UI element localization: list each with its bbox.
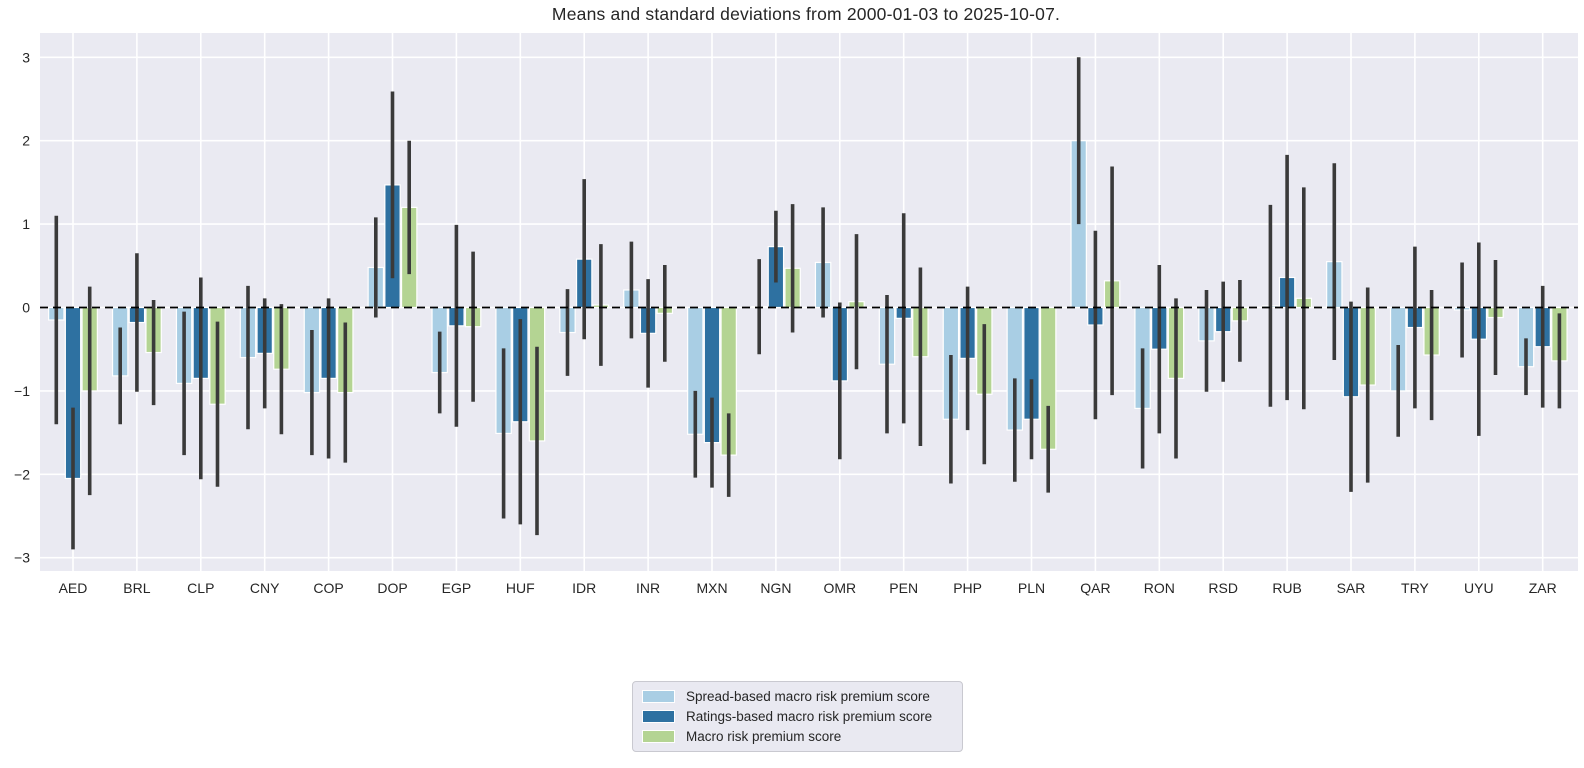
x-tick-label: PLN [1018,580,1045,596]
x-tick-label: COP [313,580,343,596]
x-tick-label: TRY [1401,580,1429,596]
x-tick-label: MXN [696,580,727,596]
y-tick-label: 1 [22,216,30,232]
legend-label-spread: Spread-based macro risk premium score [686,689,930,704]
x-tick-label: PHP [953,580,982,596]
x-tick-label: IDR [572,580,596,596]
legend-label-ratings: Ratings-based macro risk premium score [686,709,933,724]
x-tick-label: AED [59,580,88,596]
x-tick-label: QAR [1080,580,1110,596]
x-tick-label: UYU [1464,580,1494,596]
bar-chart: 3 2 1 0 −1 −2 −3 AED BRL CLP CNY COP DOP EGP HUF IDR INR… [14,33,1578,596]
x-tick-label: SAR [1337,580,1366,596]
y-tick-label: −1 [14,383,30,399]
plot-background [40,33,1578,571]
x-tick-label: BRL [123,580,150,596]
x-tick-label: PEN [889,580,918,596]
x-tick-label: CLP [187,580,214,596]
x-tick-label: DOP [377,580,407,596]
x-tick-label: ZAR [1529,580,1557,596]
y-tick-label: −3 [14,550,30,566]
legend: Spread-based macro risk premium score Ra… [632,681,963,752]
x-tick-label: NGN [760,580,791,596]
x-tick-label: EGP [442,580,472,596]
legend-swatch-macro-icon [642,730,675,743]
x-tick-label: RSD [1208,580,1238,596]
legend-item-ratings: Ratings-based macro risk premium score [642,709,952,724]
legend-swatch-spread-icon [642,690,675,703]
x-tick-label: HUF [506,580,535,596]
y-tick-label: 2 [22,133,30,149]
legend-swatch-ratings-icon [642,710,675,723]
y-tick-label: −2 [14,466,30,482]
legend-item-macro: Macro risk premium score [642,729,952,744]
chart-title: Means and standard deviations from 2000-… [551,4,1061,24]
x-tick-label: RUB [1272,580,1302,596]
y-tick-label: 3 [22,49,30,65]
legend-label-macro: Macro risk premium score [686,729,842,744]
x-tick-label: CNY [250,580,280,596]
x-tick-label: OMR [823,580,856,596]
x-tick-label: INR [636,580,660,596]
legend-item-spread: Spread-based macro risk premium score [642,689,952,704]
y-tick-label: 0 [22,300,30,316]
x-tick-label: RON [1144,580,1175,596]
